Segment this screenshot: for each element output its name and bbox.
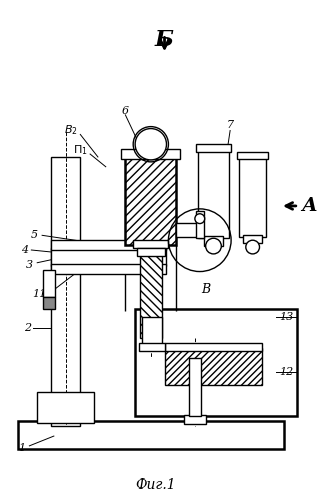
Bar (122, 149, 180, 159)
Text: В: В (201, 282, 210, 296)
Bar (18, 422, 284, 449)
Bar (140, 245, 162, 338)
Bar (37, 392, 94, 424)
Bar (196, 144, 231, 152)
Bar (133, 240, 168, 248)
Bar (125, 157, 176, 245)
Text: 12: 12 (279, 368, 293, 378)
Bar (51, 248, 167, 266)
Bar (139, 343, 165, 351)
Circle shape (195, 214, 205, 224)
Bar (239, 157, 266, 238)
Bar (43, 297, 55, 309)
Bar (51, 157, 80, 426)
Text: 6: 6 (122, 106, 129, 116)
Bar (196, 211, 204, 238)
Bar (184, 414, 206, 424)
Bar (51, 264, 167, 274)
Text: 4: 4 (21, 245, 28, 255)
Bar (51, 240, 167, 250)
Bar (189, 358, 201, 416)
Circle shape (206, 238, 221, 254)
Bar (198, 150, 229, 238)
Text: Фиг.1: Фиг.1 (135, 478, 176, 492)
Bar (43, 270, 55, 297)
Text: $B_2$: $B_2$ (63, 124, 78, 138)
Circle shape (246, 240, 260, 254)
Text: 1: 1 (18, 443, 25, 453)
Bar (204, 236, 223, 246)
Text: $\Pi_1$: $\Pi_1$ (73, 143, 88, 157)
Text: 3: 3 (26, 260, 33, 270)
Text: Б: Б (155, 28, 174, 50)
Bar (142, 316, 162, 346)
Circle shape (135, 128, 167, 160)
Text: 2: 2 (24, 324, 31, 334)
Bar (176, 222, 201, 238)
Bar (135, 309, 297, 416)
Text: 5: 5 (31, 230, 38, 240)
Bar (138, 312, 294, 414)
Bar (137, 248, 165, 256)
Text: А: А (302, 197, 317, 215)
Bar (243, 236, 263, 243)
Bar (237, 152, 268, 159)
Text: 11: 11 (32, 289, 46, 299)
Text: 13: 13 (279, 312, 293, 322)
Bar (165, 348, 263, 385)
Text: 7: 7 (226, 120, 234, 130)
Bar (165, 343, 263, 351)
